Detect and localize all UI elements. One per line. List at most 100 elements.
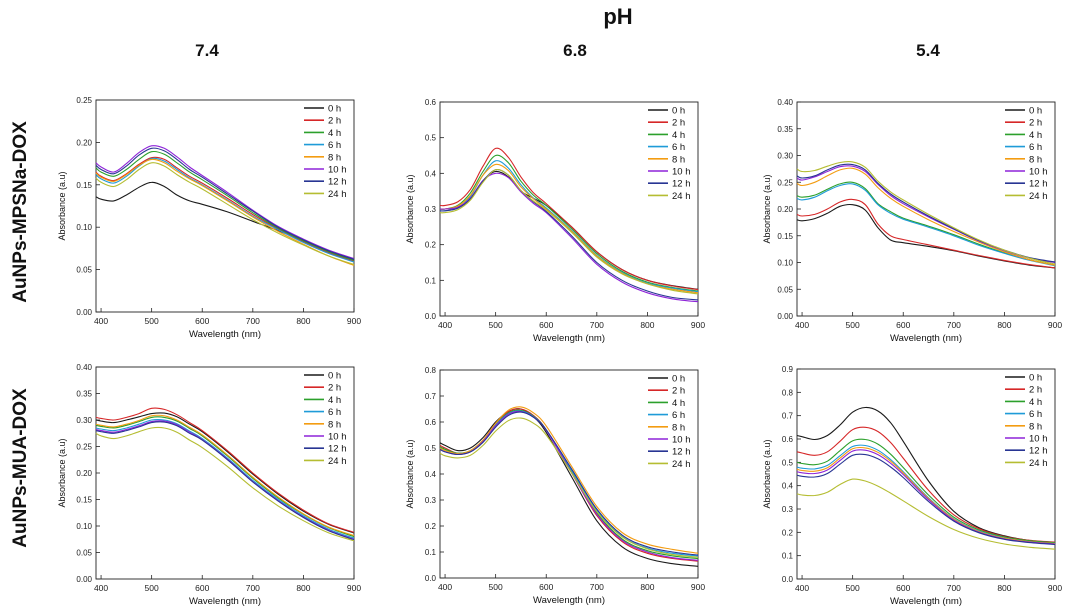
- series-line: [796, 438, 1056, 544]
- y-tick-label: 0.1: [425, 548, 437, 557]
- legend-label: 2 h: [328, 383, 341, 394]
- x-tick-label: 800: [296, 583, 310, 593]
- series-line: [95, 407, 355, 533]
- y-axis-label: Absorbance (a.u): [57, 438, 67, 507]
- chart-panel: 400 500 600 700 800 900 0.0 0.1 0.2 0.3 0.4 0.5 0.6 0…: [405, 366, 705, 606]
- series-line: [95, 414, 355, 537]
- legend-label: 6 h: [1029, 409, 1042, 420]
- series-line: [796, 426, 1056, 543]
- y-tick-label: 0.00: [777, 312, 793, 321]
- y-tick-label: 0.3: [425, 205, 437, 214]
- legend-label: 24 h: [672, 191, 691, 202]
- y-tick-label: 0.30: [76, 416, 92, 425]
- chart-panel: 400 500 600 700 800 900 0.00 0.05 0.10 0.15 0.20 0.…: [57, 363, 361, 607]
- legend-label: 24 h: [328, 189, 347, 200]
- x-tick-label: 600: [896, 320, 910, 330]
- x-tick-label: 800: [296, 316, 310, 326]
- legend-label: 4 h: [672, 398, 685, 409]
- legend-label: 2 h: [328, 116, 341, 127]
- x-axis-label: Wavelength (nm): [189, 596, 261, 607]
- x-tick-label: 700: [947, 320, 961, 330]
- legend-label: 4 h: [672, 130, 685, 141]
- legend-label: 12 h: [1029, 446, 1048, 457]
- series-line: [439, 417, 699, 558]
- y-tick-label: 0.35: [76, 390, 92, 399]
- series-line: [796, 446, 1056, 545]
- x-tick-label: 600: [195, 583, 209, 593]
- y-tick-label: 0.8: [782, 388, 794, 397]
- legend-label: 24 h: [328, 456, 347, 467]
- legend-label: 10 h: [672, 435, 691, 446]
- series-line: [796, 478, 1056, 550]
- y-tick-label: 0.40: [76, 363, 92, 372]
- legend-label: 12 h: [672, 179, 691, 190]
- x-tick-label: 900: [347, 583, 361, 593]
- row-label-mua: AuNPs-MUA-DOX: [10, 388, 31, 548]
- x-tick-label: 500: [846, 583, 860, 593]
- y-tick-label: 0.20: [777, 205, 793, 214]
- series-line: [439, 168, 699, 295]
- y-tick-label: 0.4: [425, 470, 437, 479]
- x-tick-label: 500: [489, 582, 503, 592]
- series-line: [95, 416, 355, 538]
- series-line: [796, 453, 1056, 546]
- series-line: [439, 409, 699, 560]
- x-axis-label: Wavelength (nm): [890, 333, 962, 344]
- series-line: [95, 147, 355, 260]
- legend-label: 10 h: [328, 432, 347, 443]
- series-line: [439, 406, 699, 554]
- legend-label: 6 h: [328, 140, 341, 151]
- x-tick-label: 500: [489, 320, 503, 330]
- x-axis-label: Wavelength (nm): [533, 595, 605, 606]
- legend-label: 0 h: [328, 104, 341, 115]
- figure-title: pH: [603, 4, 632, 29]
- legend-label: 10 h: [328, 165, 347, 176]
- x-axis-label: Wavelength (nm): [189, 329, 261, 340]
- legend-label: 2 h: [672, 118, 685, 129]
- panels-group: 400 500 600 700 800 900 0.00 0.05 0.10 0.15 0.20 0.…: [57, 96, 1062, 607]
- y-tick-label: 0.15: [76, 181, 92, 190]
- series-line: [796, 449, 1056, 545]
- y-tick-label: 0.05: [76, 266, 92, 275]
- series-line: [439, 410, 699, 557]
- y-tick-label: 0.0: [425, 574, 437, 583]
- legend-label: 12 h: [672, 447, 691, 458]
- series-line: [796, 198, 1056, 269]
- legend-label: 2 h: [1029, 118, 1042, 129]
- y-tick-label: 0.2: [425, 522, 437, 531]
- legend-label: 8 h: [328, 152, 341, 163]
- y-tick-label: 0.5: [425, 444, 437, 453]
- series-line: [796, 183, 1056, 267]
- legend-label: 0 h: [672, 106, 685, 117]
- legend-label: 8 h: [1029, 421, 1042, 432]
- series-line: [439, 408, 699, 562]
- y-axis-label: Absorbance (a.u): [57, 171, 67, 240]
- y-tick-label: 0.25: [76, 443, 92, 452]
- x-tick-label: 700: [590, 320, 604, 330]
- legend-label: 2 h: [672, 386, 685, 397]
- chart-panel: 400 500 600 700 800 900 0.0 0.1 0.2 0.3 0.4 0.5 0.6 W…: [405, 98, 705, 344]
- x-tick-label: 900: [691, 320, 705, 330]
- y-tick-label: 0.2: [425, 241, 437, 250]
- plot-frame: [796, 368, 1056, 580]
- x-tick-label: 900: [1048, 583, 1062, 593]
- y-tick-label: 0.05: [777, 285, 793, 294]
- y-tick-label: 0.2: [782, 528, 794, 537]
- legend-label: 4 h: [328, 395, 341, 406]
- column-label-ph-7-4: 7.4: [195, 41, 219, 60]
- y-axis-label: Absorbance (a.u): [762, 439, 772, 508]
- legend-label: 12 h: [328, 177, 347, 188]
- legend-label: 4 h: [1029, 397, 1042, 408]
- x-tick-label: 400: [438, 582, 452, 592]
- x-tick-label: 500: [145, 316, 159, 326]
- y-tick-label: 0.25: [777, 178, 793, 187]
- y-tick-label: 0.20: [76, 138, 92, 147]
- legend-label: 8 h: [1029, 154, 1042, 165]
- chart-panel: 400 500 600 700 800 900 0.00 0.05 0.10 0.15 0.20 0.…: [762, 98, 1062, 344]
- series-line: [95, 157, 355, 263]
- series-line: [796, 181, 1056, 266]
- y-tick-label: 0.10: [76, 223, 92, 232]
- y-tick-label: 0.7: [782, 412, 794, 421]
- y-tick-label: 0.10: [777, 259, 793, 268]
- y-tick-label: 0.20: [76, 469, 92, 478]
